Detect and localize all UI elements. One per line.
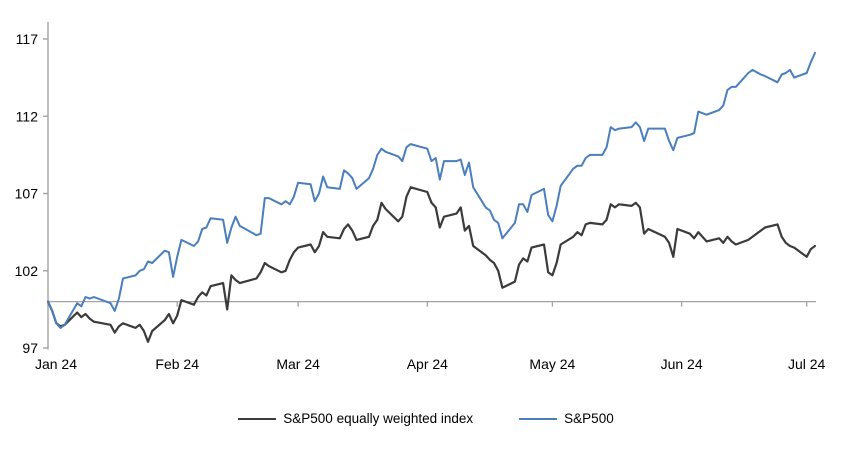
y-axis-tick-label: 117 (16, 31, 39, 47)
legend-item-sp500: S&P500 (519, 411, 614, 426)
y-axis-tick-label: 112 (16, 108, 39, 124)
y-axis-tick-label: 107 (15, 186, 39, 202)
x-axis-tick-label: Apr 24 (407, 356, 448, 372)
x-axis-tick-label: May 24 (529, 356, 575, 372)
x-axis-tick-label: Mar 24 (276, 356, 320, 372)
x-axis-tick-label: Jun 24 (661, 356, 703, 372)
legend-label-equal-weight-index: S&P500 equally weighted index (283, 411, 474, 426)
legend: S&P500 equally weighted index S&P500 (0, 411, 852, 426)
y-axis-tick-label: 97 (22, 340, 38, 356)
legend-label-sp500: S&P500 (564, 411, 614, 426)
x-axis-tick-label: Jul 24 (788, 356, 826, 372)
y-axis-tick-label: 102 (15, 263, 39, 279)
legend-line-sample-dark (238, 417, 277, 420)
series-line-sp500 (47, 51, 816, 329)
line-chart-plot-area: 97 102 107 112 117 Jan 24 Feb 24 Mar 24 Apr 24 Ma… (15, 22, 826, 372)
x-axis-tick-label: Jan 24 (35, 356, 77, 372)
x-axis-tick-label: Feb 24 (155, 356, 199, 372)
legend-item-equal-weight-index: S&P500 equally weighted index (238, 411, 473, 426)
legend-line-sample-blue (519, 417, 558, 420)
series-line-equal-weight-index (46, 186, 817, 343)
